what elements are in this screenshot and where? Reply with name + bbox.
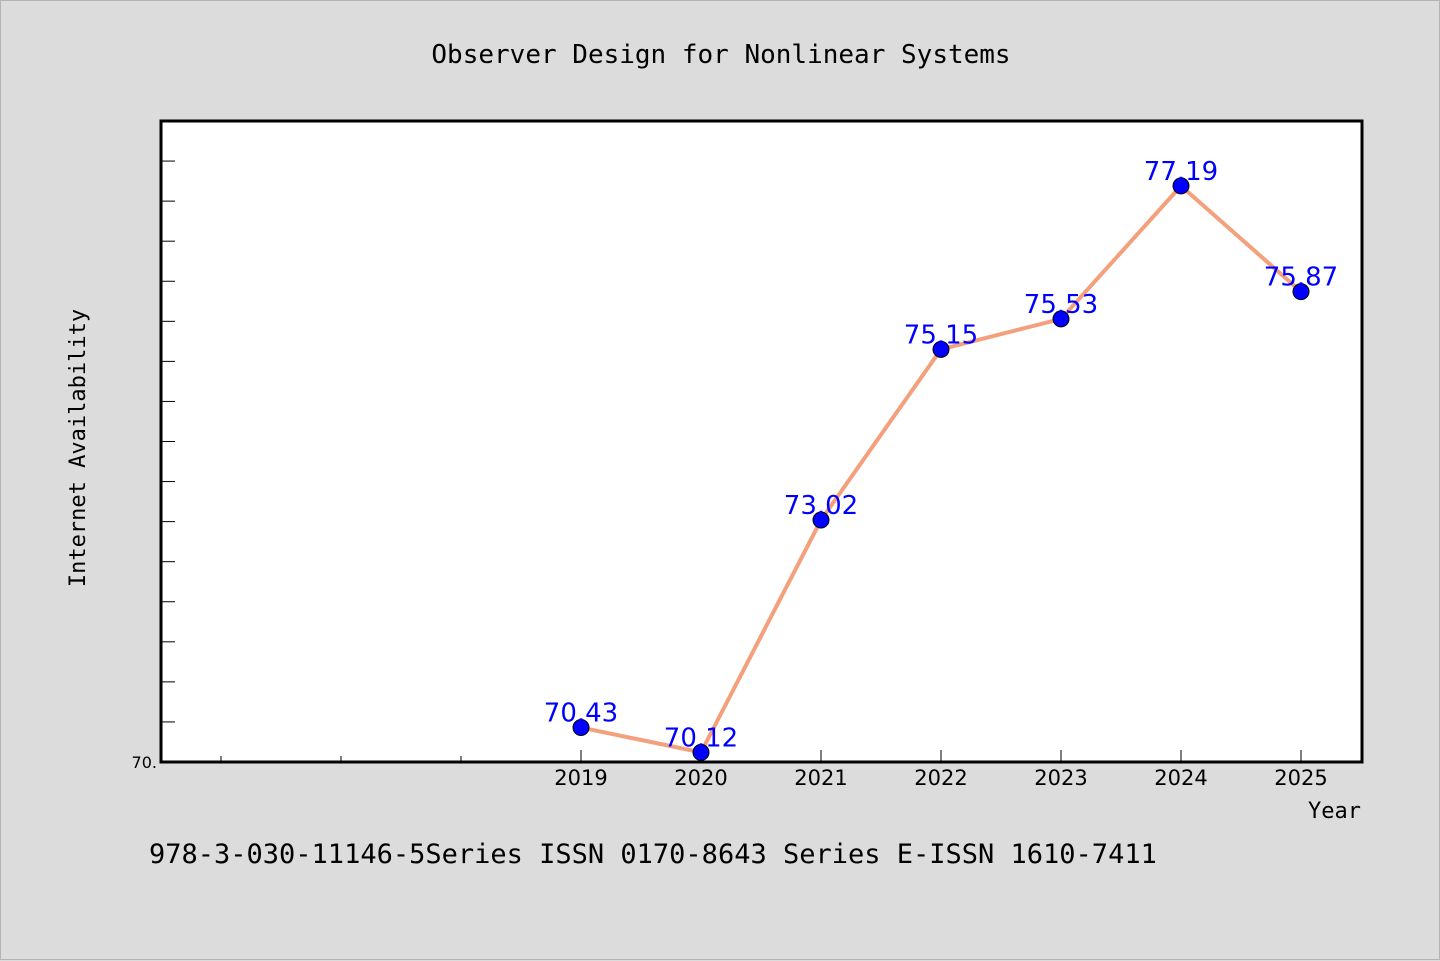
data-markers <box>572 177 1310 761</box>
y-tick-label: 70. <box>132 753 157 772</box>
data-point <box>1172 177 1190 195</box>
data-label: 70.43 <box>544 699 618 729</box>
x-tick-label: 2022 <box>914 766 967 790</box>
data-point <box>932 340 950 358</box>
footnote: 978-3-030-11146-5Series ISSN 0170-8643 S… <box>149 839 1157 870</box>
x-tick-label: 2020 <box>674 766 727 790</box>
data-label: 70.12 <box>664 723 738 753</box>
data-label: 75.87 <box>1264 263 1338 293</box>
plot-area <box>159 119 1364 764</box>
y-axis-title: Internet Availability <box>66 309 91 587</box>
data-point <box>812 511 830 529</box>
x-tick-label: 2024 <box>1154 766 1207 790</box>
x-tick-label: 2019 <box>554 766 607 790</box>
data-labels: 70.43 70.12 73.02 75.15 75.53 77.19 75.87 <box>544 157 1338 753</box>
chart-title: Observer Design for Nonlinear Systems <box>431 40 1010 70</box>
data-label: 73.02 <box>784 491 858 521</box>
x-tick-label: 2021 <box>794 766 847 790</box>
x-tick-label: 2025 <box>1274 766 1327 790</box>
y-axis-ticks <box>161 160 175 723</box>
data-point <box>1052 310 1070 328</box>
data-point <box>692 743 710 761</box>
x-tick-label: 2023 <box>1034 766 1087 790</box>
data-label: 75.53 <box>1024 290 1098 320</box>
data-point <box>572 719 590 737</box>
data-point <box>1292 283 1310 301</box>
data-label: 77.19 <box>1144 157 1218 187</box>
data-label: 75.15 <box>904 320 978 350</box>
x-axis-minor-ticks <box>220 756 462 762</box>
x-axis-title: Year <box>1308 799 1361 824</box>
